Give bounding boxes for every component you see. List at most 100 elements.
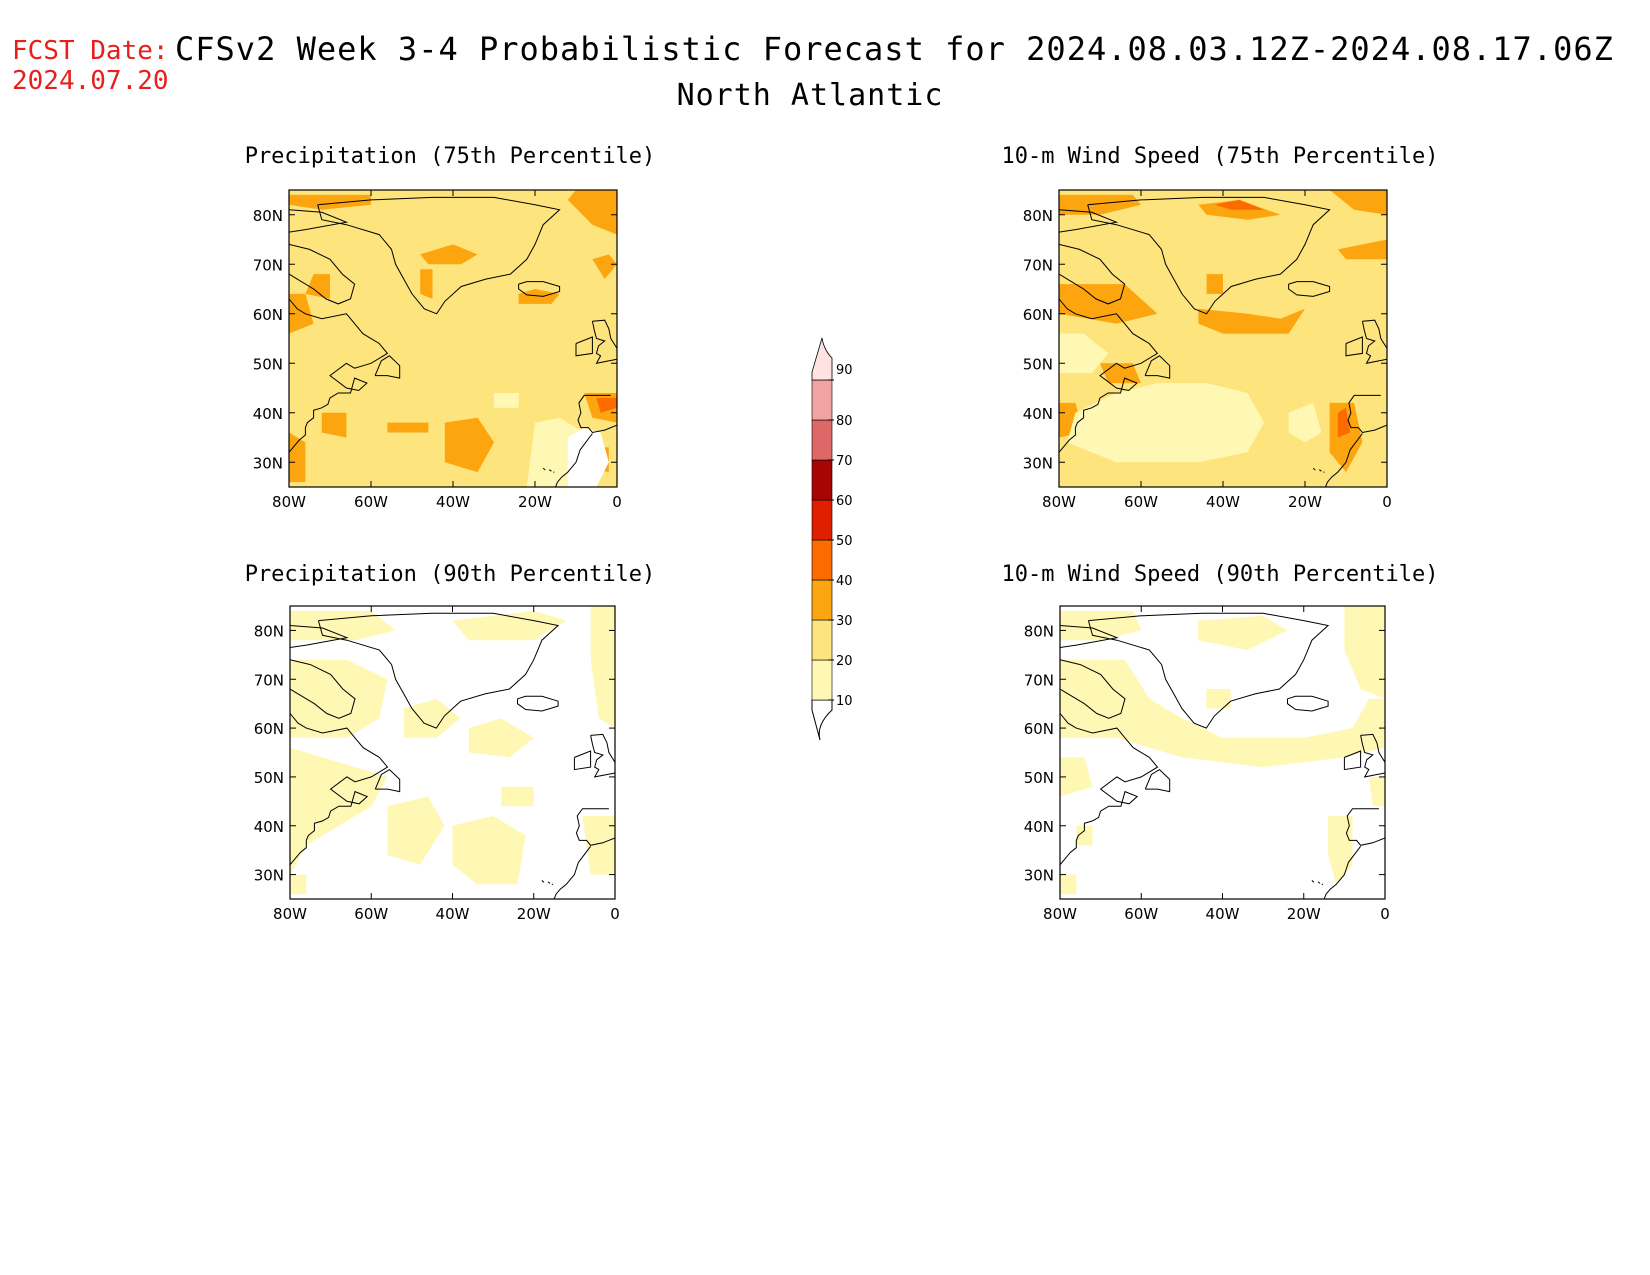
lat-label: 40N — [1024, 818, 1054, 836]
lat-label: 80N — [1024, 622, 1054, 640]
region-subtitle-text: North Atlantic — [676, 78, 944, 113]
lon-label: 20W — [517, 905, 551, 923]
probability-patch-10 — [1206, 689, 1231, 709]
panel-title-wind-90: 10-m Wind Speed (90th Percentile) — [1001, 562, 1439, 587]
lon-label: 20W — [518, 493, 552, 511]
coastline — [575, 336, 593, 357]
probability-patch-30 — [567, 190, 617, 235]
coastline — [575, 808, 615, 846]
probability-patch-40 — [596, 397, 617, 413]
lon-label: 60W — [354, 905, 388, 923]
coastline — [553, 845, 591, 899]
coastline — [541, 880, 545, 883]
lon-label: 80W — [272, 493, 306, 511]
lon-label: 0 — [610, 905, 620, 923]
lat-label: 70N — [1024, 671, 1054, 689]
colorbar-label: 10 — [836, 694, 853, 709]
coastline — [289, 243, 356, 305]
coastline — [1059, 298, 1159, 453]
probability-patch-10 — [452, 610, 567, 641]
colorbar-label: 70 — [836, 454, 853, 469]
probability-patch-30 — [1198, 308, 1305, 334]
probability-patch-10 — [1060, 610, 1142, 641]
probability-patch-30 — [444, 417, 494, 473]
coastline — [1317, 881, 1321, 884]
coastline — [1087, 196, 1331, 315]
probability-patch-10 — [590, 606, 615, 729]
coastline — [1059, 243, 1126, 305]
probability-patch-10 — [1060, 874, 1077, 895]
coastline — [1361, 319, 1387, 364]
coastline — [317, 612, 560, 729]
colorbar-label: 90 — [836, 363, 853, 378]
probability-patch-10 — [1198, 615, 1288, 650]
lat-label: 70N — [253, 256, 283, 274]
lat-label: 50N — [1023, 355, 1053, 373]
colorbar-label: 20 — [836, 654, 853, 669]
lon-label: 0 — [612, 493, 622, 511]
probability-patch-10 — [290, 610, 396, 641]
coastline — [549, 469, 552, 472]
lat-label: 80N — [1023, 207, 1053, 225]
lat-label: 40N — [253, 405, 283, 423]
lon-label: 80W — [1042, 493, 1076, 511]
probability-patch-10 — [1060, 757, 1093, 797]
lon-label: 0 — [1380, 905, 1390, 923]
colorbar-cap-bottom — [811, 699, 833, 741]
coastline — [1343, 750, 1362, 771]
probability-patch-30 — [289, 432, 306, 483]
colorbar-label: 80 — [836, 414, 853, 429]
lon-label: 0 — [1382, 493, 1392, 511]
panel-title-precip-90: Precipitation (90th Percentile) — [244, 562, 656, 587]
coastline — [290, 713, 389, 866]
coastline — [1345, 808, 1385, 846]
lat-label: 60N — [253, 306, 283, 324]
lat-label: 60N — [1024, 720, 1054, 738]
coastline — [1345, 336, 1363, 357]
coastline — [1087, 612, 1330, 729]
lon-label: 80W — [273, 905, 307, 923]
lat-label: 30N — [254, 867, 284, 885]
coastline — [1144, 355, 1171, 379]
coastline — [591, 319, 617, 364]
probability-patch-10 — [290, 659, 388, 738]
colorbar-segment-30 — [811, 579, 833, 621]
colorbar-cap-top — [811, 337, 833, 381]
probability-patch-10 — [1059, 333, 1109, 374]
probability-patch-30 — [305, 274, 330, 299]
coastline — [542, 467, 546, 471]
coastline — [374, 768, 401, 793]
lon-label: 80W — [1043, 905, 1077, 923]
colorbar-label: 40 — [836, 574, 853, 589]
coastline — [290, 659, 356, 719]
lat-label: 30N — [253, 454, 283, 472]
coastline — [289, 298, 389, 453]
coastline — [1311, 880, 1315, 883]
coastline — [573, 750, 592, 771]
lat-label: 30N — [1023, 454, 1053, 472]
coastline — [1323, 471, 1325, 473]
panel-title-precip-75: Precipitation (75th Percentile) — [244, 144, 656, 169]
probability-patch-10 — [452, 816, 526, 885]
panel-title-wind-75: 10-m Wind Speed (75th Percentile) — [1001, 144, 1439, 169]
lon-label: 40W — [1206, 905, 1240, 923]
lat-label: 60N — [1023, 306, 1053, 324]
colorbar-label: 50 — [836, 534, 853, 549]
coastline — [1060, 713, 1159, 866]
probability-patch-0 — [567, 427, 609, 487]
probability-patch-30 — [321, 412, 347, 438]
coastline — [553, 471, 555, 473]
coastline — [590, 733, 615, 778]
probability-patch-40 — [1214, 199, 1264, 210]
lat-label: 40N — [1023, 405, 1053, 423]
probability-patch-10 — [582, 816, 615, 875]
coastline — [1060, 625, 1119, 648]
coastline — [577, 394, 617, 434]
colorbar-segment-20 — [811, 619, 833, 661]
probability-patch-10 — [1067, 383, 1264, 463]
probability-patch-30 — [1329, 190, 1387, 215]
colorbar-segment-50 — [811, 499, 833, 541]
